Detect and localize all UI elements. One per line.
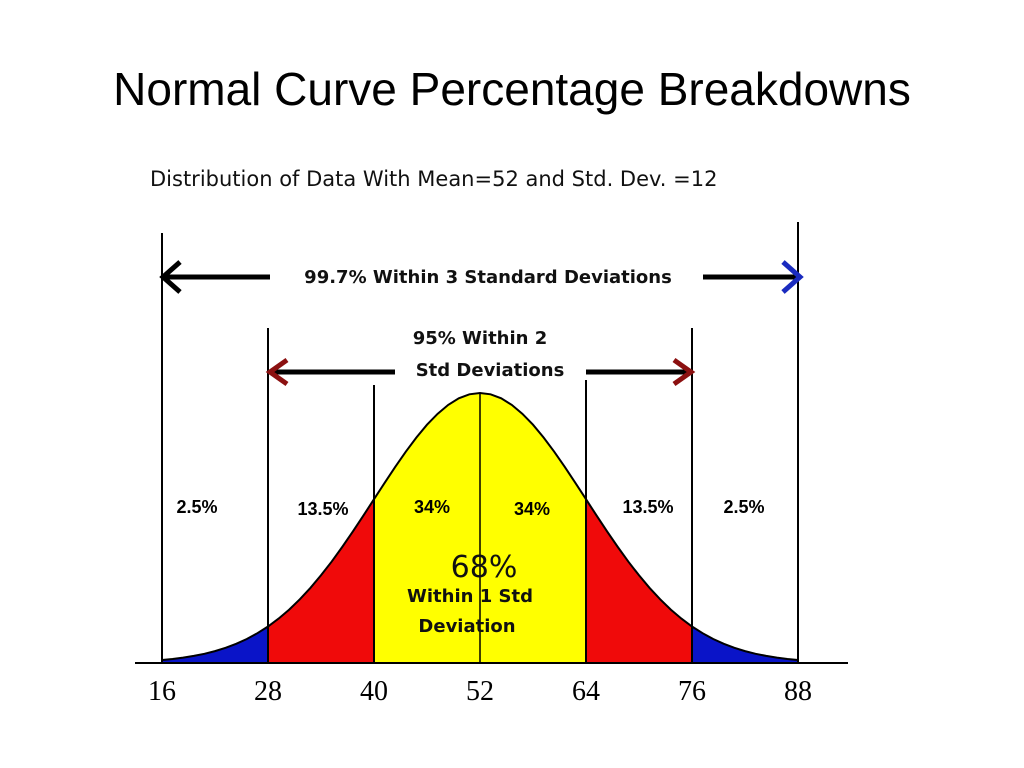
x-tick-labels: 16 28 40 52 64 76 88 [148,676,812,707]
segment-percent-1: 13.5% [297,499,348,519]
three-sd-arrowhead-left [159,260,182,294]
x-tick-label-6: 88 [784,676,812,707]
one-sd-label-line2: Deviation [418,616,515,637]
segment-fill-5 [692,626,798,663]
two-sd-arrow: 95% Within 2 Std Deviations [265,328,696,387]
segment-percent-4: 13.5% [622,497,673,517]
x-tick-label-4: 64 [572,676,600,707]
segment-percent-0: 2.5% [176,497,217,517]
two-sd-arrowhead-left [265,357,289,387]
x-tick-label-3: 52 [466,676,494,707]
slide-title: Normal Curve Percentage Breakdowns [113,63,911,115]
one-sd-big-label: 68% [451,550,518,585]
segment-percent-3: 34% [514,499,550,519]
curve-outline [161,391,799,661]
segment-fill-0 [162,626,268,663]
three-sd-label: 99.7% Within 3 Standard Deviations [304,267,672,288]
x-tick-label-2: 40 [360,676,388,707]
chart-subtitle: Distribution of Data With Mean=52 and St… [150,167,717,191]
two-sd-label-line2: Std Deviations [416,360,565,381]
segment-percent-2: 34% [414,497,450,517]
one-sd-label-line1: Within 1 Std [407,586,533,607]
x-tick-label-0: 16 [148,676,176,707]
two-sd-arrowhead-right [672,357,696,387]
sd-boundary-lines [161,222,799,663]
x-tick-label-5: 76 [678,676,706,707]
two-sd-label-line1: 95% Within 2 [413,328,548,349]
segment-percent-5: 2.5% [723,497,764,517]
segment-percent-labels: 2.5% 13.5% 34% 34% 13.5% 2.5% [176,497,764,519]
x-tick-label-1: 28 [254,676,282,707]
three-sd-arrowhead-right [781,260,804,294]
three-sd-arrow: 99.7% Within 3 Standard Deviations [159,260,804,294]
